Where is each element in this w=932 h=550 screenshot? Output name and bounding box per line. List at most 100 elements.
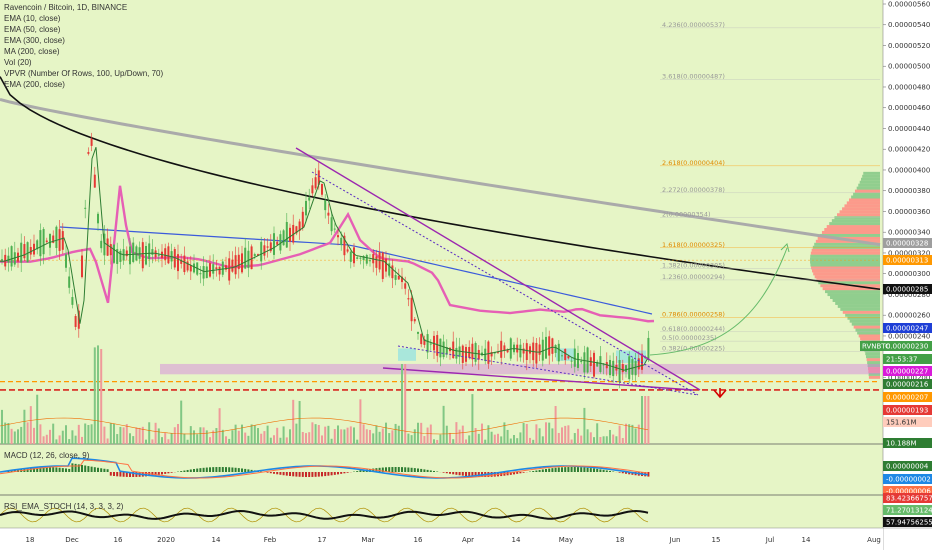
volume-bar — [529, 437, 531, 444]
candle-body — [349, 251, 352, 262]
candle-body — [420, 334, 423, 345]
candle-body — [186, 261, 189, 271]
x-tick-label: 18 — [616, 536, 625, 544]
volume-bar — [330, 438, 333, 444]
volume-bar — [410, 435, 413, 444]
svg-text:21:53:37: 21:53:37 — [886, 356, 917, 364]
candle-body — [20, 242, 23, 263]
fib-level-label: 2(0.00000354) — [662, 211, 711, 219]
candle-body — [634, 360, 637, 376]
macd-histogram-bar — [391, 467, 394, 472]
indicator-vol[interactable]: Vol (20) — [4, 58, 32, 67]
y-tick-label: 0.00000440 — [888, 125, 930, 133]
volume-bar — [394, 423, 397, 444]
macd-histogram-bar — [164, 472, 167, 474]
volume-bar — [625, 423, 627, 444]
macd-histogram-bar — [516, 472, 519, 474]
candle-body — [557, 343, 560, 362]
candle-body — [234, 255, 237, 275]
volume-bar — [186, 439, 189, 444]
indicator-ema200[interactable]: EMA (200, close) — [4, 80, 65, 89]
volume-bar — [321, 435, 323, 444]
svg-text:0.00000230: 0.00000230 — [886, 343, 928, 351]
rsi-tag: 71.27013124 — [883, 505, 932, 515]
macd-tag: -0.00000002 — [883, 474, 932, 484]
macd-histogram-bar — [445, 472, 448, 474]
volume-bar — [135, 427, 138, 444]
macd-histogram-bar — [618, 472, 621, 473]
candle-body — [369, 260, 371, 262]
x-tick-label: Apr — [462, 536, 474, 544]
candle-body — [573, 348, 576, 367]
macd-histogram-bar — [202, 467, 205, 472]
macd-histogram-bar — [583, 467, 586, 472]
volume-bar — [449, 432, 451, 444]
volume-bar — [554, 406, 557, 444]
wedge-lower — [382, 367, 694, 391]
macd-histogram-bar — [266, 472, 269, 473]
volume-bar — [365, 429, 368, 444]
indicator-vpvr[interactable]: VPVR (Number Of Rows, 100, Up/Down, 70) — [4, 69, 164, 78]
macd-histogram-bar — [132, 472, 135, 477]
macd-histogram-bar — [90, 466, 93, 472]
candle-body — [311, 185, 314, 194]
macd-histogram-bar — [301, 472, 304, 477]
x-tick-label: 15 — [712, 536, 721, 544]
indicator-ma200[interactable]: MA (200, close) — [4, 47, 60, 56]
vpvr-row — [867, 364, 880, 368]
volume-bar — [439, 434, 442, 444]
indicator-ema10[interactable]: EMA (10, close) — [4, 14, 61, 23]
macd-histogram-bar — [289, 472, 291, 477]
macd-histogram-bar — [68, 468, 71, 472]
candle-body — [244, 247, 247, 269]
candle-body — [301, 211, 304, 228]
vpvr-row — [835, 301, 880, 305]
volume-bar — [237, 430, 240, 444]
volume-bar — [356, 439, 359, 444]
vpvr-row — [847, 316, 880, 320]
macd-histogram-bar — [602, 469, 605, 472]
vpvr-row — [822, 287, 880, 291]
vpvr-row — [868, 369, 880, 373]
svg-text:0.00000328: 0.00000328 — [886, 240, 928, 248]
candle-body — [346, 249, 349, 252]
indicator-ema300[interactable]: EMA (300, close) — [4, 36, 65, 45]
fib-level-label: 3.618(0.00000487) — [662, 73, 725, 81]
volume-bar — [84, 423, 87, 444]
macd-histogram-bar — [97, 467, 99, 472]
volume-bar — [388, 433, 391, 444]
macd-histogram-bar — [356, 471, 359, 472]
candle-body — [404, 283, 407, 289]
candle-body — [356, 257, 359, 259]
svg-text:0.00000247: 0.00000247 — [886, 325, 928, 333]
macd-histogram-bar — [401, 467, 403, 472]
y-tick-label: 0.00000520 — [888, 42, 930, 50]
candle-body — [116, 249, 119, 264]
candle-body — [442, 341, 445, 358]
volume-bar — [81, 436, 83, 444]
macd-histogram-bar — [212, 467, 215, 472]
candle-body — [394, 275, 397, 280]
candle-body — [241, 253, 243, 273]
candle-body — [125, 250, 128, 257]
fib-level-label: 1.618(0.00000325) — [662, 241, 725, 249]
candle-body — [151, 249, 154, 255]
vpvr-row — [829, 222, 880, 226]
candle-body — [625, 365, 627, 372]
vpvr-row — [817, 236, 880, 240]
y-tick-label: 0.00000540 — [888, 21, 930, 29]
indicator-ema50[interactable]: EMA (50, close) — [4, 25, 61, 34]
candle-body — [637, 358, 640, 370]
candle-body — [138, 247, 141, 259]
volume-bar — [295, 423, 298, 444]
svg-text:0.00000207: 0.00000207 — [886, 394, 928, 402]
volume-bar — [26, 422, 29, 444]
macd-histogram-bar — [193, 468, 195, 472]
volume-bar — [557, 432, 560, 444]
vpvr-row — [821, 230, 880, 234]
fib-level-label: 0.786(0.00000258) — [662, 310, 725, 318]
candle-body — [167, 246, 170, 264]
svg-text:0.00000227: 0.00000227 — [886, 368, 928, 376]
svg-text:0.00000004: 0.00000004 — [886, 463, 929, 471]
